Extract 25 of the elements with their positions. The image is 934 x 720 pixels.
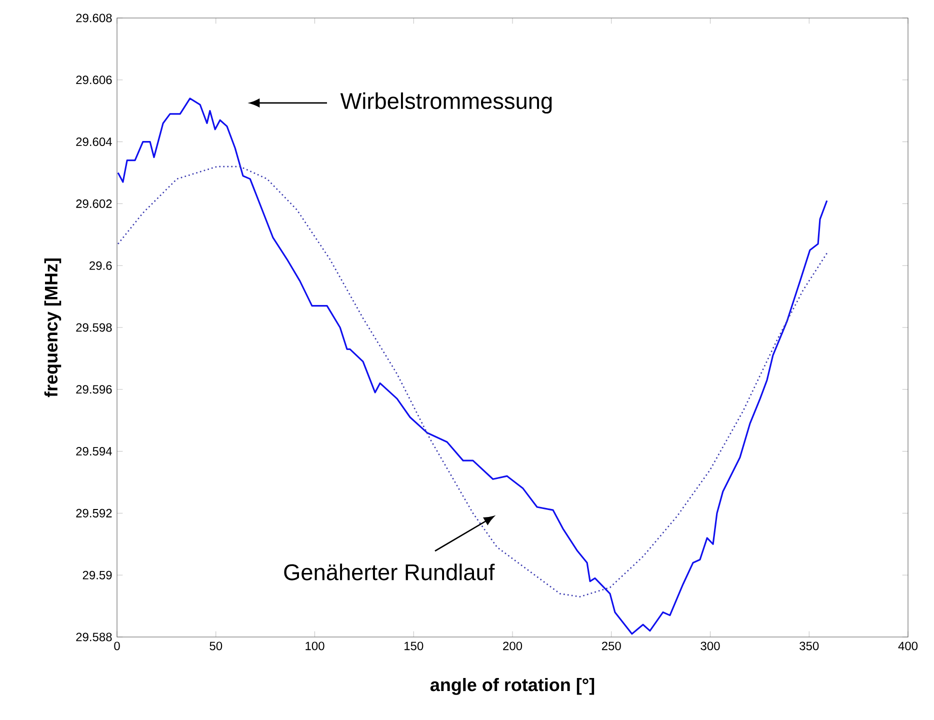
x-tick-label: 250 [602, 642, 621, 650]
annotation: Genäherter Rundlauf [284, 564, 495, 580]
x-tick-label: 300 [700, 642, 720, 650]
x-axis-title: angle of rotation [°] [430, 678, 594, 695]
x-tick-label: 150 [404, 642, 424, 650]
x-tick-label: 50 [210, 642, 222, 650]
y-tick-label: 29.588 [76, 632, 112, 642]
y-tick-label: 29.6 [90, 261, 112, 270]
y-tick-label: 29.598 [76, 323, 112, 332]
y-axis-title: frequency [MHz] [44, 258, 62, 398]
y-tick-label: 29.594 [76, 447, 112, 456]
y-tick-label: 29.602 [76, 199, 112, 208]
x-tick-label: 350 [800, 642, 819, 650]
y-tick-label: 29.606 [76, 76, 112, 84]
y-tick-label: 29.608 [76, 14, 112, 22]
x-tick-label: 100 [306, 642, 324, 650]
x-tick-label: 0 [114, 642, 120, 650]
y-tick-label: 29.596 [76, 385, 112, 394]
y-tick-label: 29.592 [76, 508, 112, 518]
y-tick-label: 29.604 [76, 138, 112, 146]
x-tick-label: 200 [503, 642, 522, 650]
x-tick-label: 400 [898, 642, 918, 650]
annotation: Wirbelstrommessung [340, 92, 552, 114]
y-tick-label: 29.59 [82, 570, 112, 580]
line-series [117, 166, 828, 598]
